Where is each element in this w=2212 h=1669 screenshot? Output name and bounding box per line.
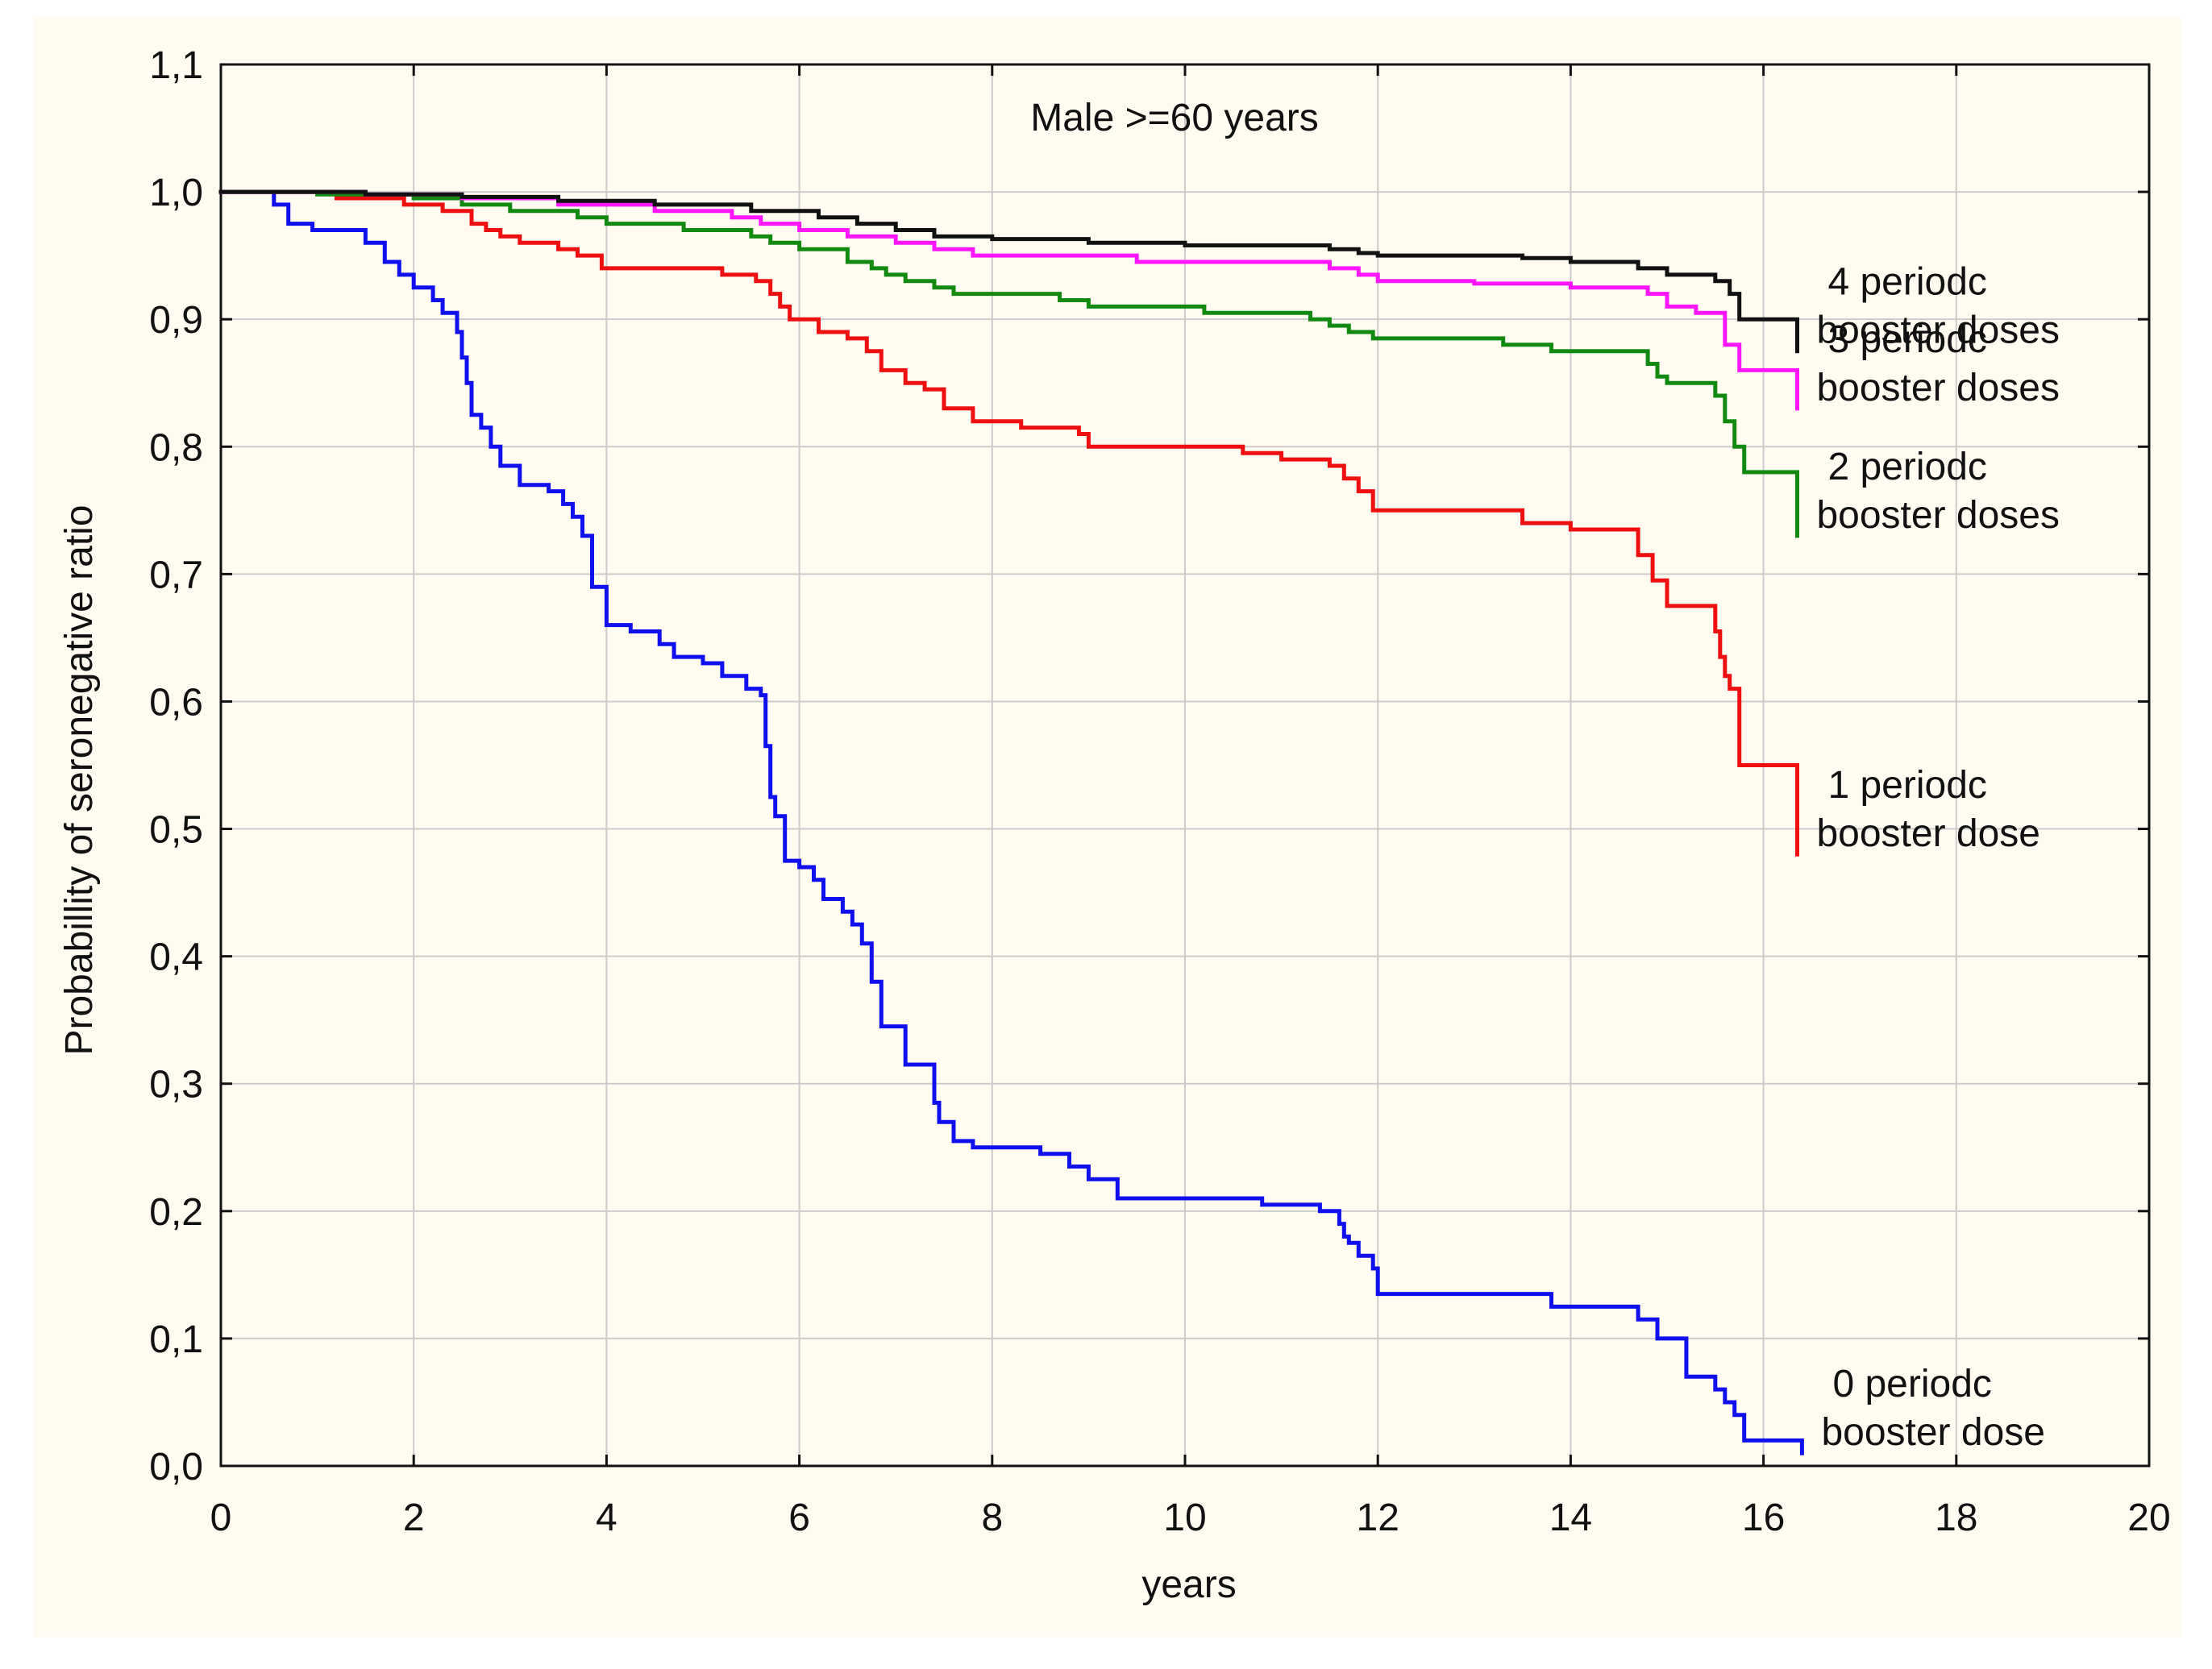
- chart-panel: 0 2 4 6 8 10 12 14 16 18 20 0,0 0,1 0,2 0,3 0,4 0,5 0,6 0,…: [34, 16, 2181, 1637]
- series-label-0: 0 periodc booster dose: [1821, 1363, 2045, 1454]
- series-label-line: 0 periodc: [1832, 1363, 1991, 1405]
- x-tick-label: 2: [403, 1497, 425, 1539]
- x-tick-label: 20: [2127, 1497, 2170, 1539]
- series-label-line: booster doses: [1816, 309, 2060, 352]
- series-line-3: [218, 189, 1799, 411]
- series-label-line: 1 periodc: [1827, 764, 1986, 807]
- y-tick-label: 0,9: [149, 299, 203, 342]
- y-tick-label: 0,2: [149, 1191, 203, 1234]
- y-tick-label: 1,0: [149, 172, 203, 214]
- y-tick-label: 0,4: [149, 936, 203, 979]
- y-tick-label: 0,5: [149, 809, 203, 852]
- series-line-1: [218, 189, 1799, 857]
- y-tick-label: 0,7: [149, 554, 203, 596]
- series-label-line: 4 periodc: [1827, 261, 1986, 304]
- x-tick-label: 6: [788, 1497, 810, 1539]
- x-tick-label: 0: [210, 1497, 232, 1539]
- series-line-2: [218, 189, 1799, 538]
- y-tick-label: 1,1: [149, 44, 203, 87]
- x-tick-label: 4: [596, 1497, 617, 1539]
- survival-chart: 0 2 4 6 8 10 12 14 16 18 20 0,0 0,1 0,2 0,3 0,4 0,5 0,6 0,…: [58, 44, 2171, 1606]
- series-label-4: 4 periodc booster doses: [1816, 261, 2060, 352]
- x-tick-label: 8: [981, 1497, 1003, 1539]
- y-tick-label: 0,8: [149, 426, 203, 469]
- series-label-3: 3 periodc booster doses: [1816, 318, 2060, 409]
- x-tick-label: 14: [1549, 1497, 1592, 1539]
- series-line-0: [218, 189, 1804, 1455]
- series-label-2: 2 periodc booster doses: [1816, 446, 2060, 537]
- y-tick-label: 0,3: [149, 1064, 203, 1106]
- series-label-1: 1 periodc booster dose: [1816, 764, 2040, 855]
- x-tick-label: 18: [1935, 1497, 1977, 1539]
- x-tick-label: 10: [1163, 1497, 1206, 1539]
- x-axis-title: years: [1141, 1563, 1236, 1606]
- series-line-4: [218, 189, 1799, 354]
- series-label-line: booster doses: [1816, 494, 2060, 537]
- x-tick-label: 16: [1742, 1497, 1785, 1539]
- y-tick-label: 0,0: [149, 1446, 203, 1488]
- series-label-line: booster doses: [1816, 367, 2060, 409]
- y-tick-label: 0,1: [149, 1318, 203, 1361]
- series-lines: [218, 189, 1804, 1455]
- series-label-line: 3 periodc: [1827, 318, 1986, 361]
- y-axis-title: Probabillity of seronegative ratio: [58, 504, 101, 1055]
- series-label-line: 2 periodc: [1827, 446, 1986, 488]
- axis-ticks: [219, 63, 2151, 1468]
- x-tick-label: 12: [1357, 1497, 1399, 1539]
- y-tick-label: 0,6: [149, 681, 203, 724]
- series-label-line: booster dose: [1821, 1411, 2045, 1454]
- series-label-line: booster dose: [1816, 812, 2040, 855]
- axis-labels: 0 2 4 6 8 10 12 14 16 18 20 0,0 0,1 0,2 0,3 0,4 0,5 0,6 0,…: [149, 44, 2170, 1539]
- chart-title: Male >=60 years: [1030, 97, 1319, 139]
